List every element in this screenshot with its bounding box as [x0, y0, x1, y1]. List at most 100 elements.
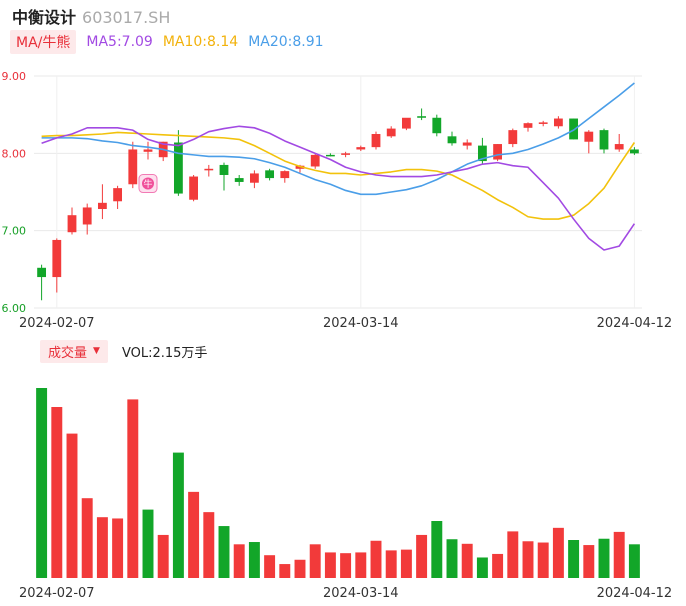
x-tick-label: 2024-02-07: [19, 586, 95, 601]
candle-body: [310, 154, 320, 167]
volume-bar: [522, 541, 534, 578]
candle: [189, 174, 199, 202]
volume-bar: [370, 540, 382, 578]
candle: [325, 153, 335, 157]
volume-bar: [142, 509, 154, 578]
ma20-line: [41, 82, 635, 196]
volume-bar: [400, 549, 412, 578]
volume-bar: [628, 544, 640, 578]
volume-bar: [218, 526, 230, 578]
candle: [67, 207, 77, 235]
volume-bar: [279, 564, 291, 578]
candle-body: [325, 154, 335, 157]
candle: [204, 164, 214, 177]
candle-body: [128, 149, 138, 185]
volume-bar: [537, 542, 549, 578]
candle-body: [508, 130, 518, 145]
y-tick-label: 8.00: [2, 147, 27, 160]
candle-body: [584, 131, 594, 142]
candle: [386, 126, 396, 138]
candle-body: [417, 116, 427, 118]
volume-bar: [431, 521, 443, 578]
candle-body: [553, 118, 563, 127]
volume-bar: [188, 491, 200, 578]
volume-bar: [492, 553, 504, 578]
stock-header: 中衡设计 603017.SH: [12, 4, 170, 28]
volume-bar: [446, 539, 458, 578]
volume-bar: [309, 544, 321, 578]
candle: [447, 131, 457, 146]
y-tick-label: 9.00: [2, 70, 27, 83]
volume-series: [36, 388, 640, 578]
volume-tag-label: 成交量: [48, 345, 88, 361]
candle-body: [249, 173, 259, 183]
candle: [477, 137, 487, 165]
candle: [219, 162, 229, 191]
candle-body: [97, 202, 107, 210]
ma20-value: MA20:8.91: [248, 34, 324, 50]
candle: [310, 153, 320, 169]
candle: [371, 131, 381, 150]
candle: [584, 130, 594, 154]
candle-body: [493, 144, 503, 160]
volume-value: VOL:2.15万手: [121, 345, 208, 361]
volume-bar: [598, 538, 610, 578]
candle-body: [629, 149, 639, 154]
volume-bar: [248, 542, 260, 578]
badge-dot: [142, 177, 154, 190]
candle: [432, 114, 442, 137]
x-tick-label: 2024-04-12: [597, 316, 673, 331]
candle: [538, 120, 548, 127]
volume-bar: [172, 452, 184, 578]
candle-body: [614, 144, 624, 150]
candle: [280, 170, 290, 183]
candle: [265, 168, 275, 181]
candle: [462, 139, 472, 150]
volume-bar: [81, 498, 93, 578]
candle: [97, 184, 107, 220]
candle-body: [37, 267, 47, 278]
candle-body: [341, 153, 351, 155]
candle: [356, 145, 366, 152]
ma5-value: MA5:7.09: [86, 34, 153, 50]
stock-name: 中衡设计: [12, 8, 77, 27]
candle-body: [523, 123, 533, 128]
volume-bar: [461, 543, 473, 578]
ma10-line: [41, 131, 636, 220]
ma-legend: MA/牛熊 MA5:7.09 MA10:8.14 MA20:8.91: [10, 30, 324, 54]
x-tick-label: 2024-04-12: [597, 586, 673, 601]
volume-bar: [416, 534, 428, 578]
candle-body: [386, 128, 396, 137]
candle: [341, 151, 351, 158]
candle-body: [447, 136, 457, 144]
price-grid: [34, 75, 642, 309]
badge-label: 牛: [143, 178, 152, 190]
volume-bar: [613, 531, 625, 578]
candle-body: [67, 215, 77, 233]
y-tick-label: 6.00: [2, 302, 27, 315]
volume-indicator-dropdown[interactable]: 成交量 ▼: [40, 339, 108, 363]
bull-signal-badge[interactable]: 牛: [138, 174, 158, 194]
volume-bar: [157, 534, 169, 578]
candle-body: [538, 122, 548, 124]
volume-bar: [340, 553, 352, 578]
x-tick-label: 2024-03-14: [323, 586, 399, 601]
candle-body: [477, 145, 487, 162]
volume-bar: [507, 531, 519, 578]
candle: [523, 122, 533, 132]
candle-body: [52, 239, 62, 278]
ma5-line: [41, 125, 636, 251]
candle-body: [189, 176, 199, 200]
candle-body: [401, 117, 411, 129]
candle-body: [219, 164, 229, 175]
ma-indicator-tab[interactable]: MA/牛熊: [10, 30, 77, 54]
candle: [569, 118, 579, 140]
x-tick-label: 2024-03-14: [323, 316, 399, 331]
candle: [249, 170, 259, 189]
volume-bar: [583, 545, 595, 578]
price-axis-labels: 9.00 8.00 7.00 6.00: [2, 70, 27, 315]
candle-body: [356, 147, 366, 150]
candle-body: [599, 130, 609, 150]
y-tick-label: 7.00: [2, 225, 27, 238]
